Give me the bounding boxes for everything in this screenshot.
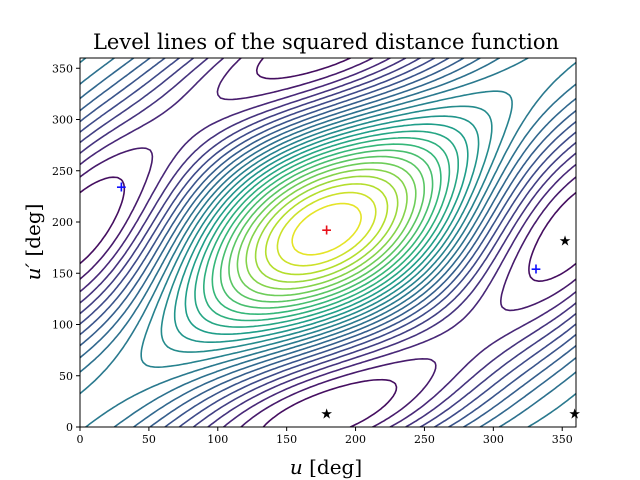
- contour-level: [264, 183, 389, 276]
- contour-level: [245, 168, 408, 290]
- chart-title: Level lines of the squared distance func…: [93, 30, 559, 54]
- contour-level: [80, 58, 576, 427]
- contour-level: [80, 58, 576, 427]
- x-tick-label: 50: [142, 433, 156, 446]
- x-tick-label: 300: [483, 433, 504, 446]
- y-tick-label: 350: [52, 62, 73, 75]
- y-axis-label: u′ [deg]: [21, 204, 45, 281]
- y-tick-label: 250: [52, 165, 73, 178]
- x-tick-label: 250: [414, 433, 435, 446]
- plot-background: [80, 58, 576, 427]
- contour-level: [236, 162, 417, 297]
- contour-level: [291, 202, 362, 256]
- contour-level: [276, 191, 377, 267]
- saddle-marker: +: [115, 180, 127, 196]
- plot-frame: [79, 57, 577, 428]
- minimum-star-marker: ★: [568, 407, 581, 423]
- saddle-marker: +: [530, 262, 542, 278]
- x-tick-label: 150: [276, 433, 297, 446]
- contour-level: [219, 149, 434, 309]
- contour-level: [254, 175, 399, 283]
- y-tick-label: 200: [52, 216, 73, 229]
- contour-level: [211, 143, 442, 315]
- x-tick-label: 200: [345, 433, 366, 446]
- plot-area: + + + ★ ★ ★: [79, 57, 581, 428]
- contour-level: [80, 58, 576, 427]
- x-tick-label: 350: [552, 433, 573, 446]
- contour-level: [184, 123, 469, 335]
- contour-level: [160, 105, 493, 353]
- contour-level: [80, 58, 576, 427]
- x-axis-unit: [deg]: [303, 455, 362, 479]
- contour-lines: [80, 58, 576, 427]
- y-tick-label: 300: [52, 114, 73, 127]
- x-axis-variable: u: [290, 455, 303, 479]
- contour-level: [80, 58, 576, 427]
- contour-level: [80, 58, 576, 427]
- contour-level: [228, 155, 425, 303]
- x-tick-label: 0: [77, 433, 84, 446]
- y-tick-label: 100: [52, 319, 73, 332]
- contour-level: [203, 137, 451, 322]
- y-axis-variable: u′: [21, 263, 45, 281]
- contour-level: [194, 130, 459, 328]
- contour-level: [140, 90, 513, 368]
- y-tick-label: 0: [66, 421, 73, 434]
- minimum-star-marker: ★: [320, 407, 333, 423]
- minimum-star-marker: ★: [559, 233, 572, 249]
- contour-level: [173, 115, 480, 343]
- maximum-marker: +: [321, 223, 333, 239]
- y-tick-label: 150: [52, 267, 73, 280]
- markers: + + + ★ ★ ★: [115, 180, 580, 423]
- x-tick-label: 100: [207, 433, 228, 446]
- x-axis-label: u [deg]: [290, 455, 362, 479]
- y-axis-ticks: 0 50 100 150 200 250 300 350: [52, 62, 80, 434]
- y-tick-label: 50: [59, 370, 73, 383]
- x-axis-ticks: 0 50 100 150 200 250 300 350: [77, 427, 573, 446]
- y-axis-unit: [deg]: [21, 204, 45, 263]
- contour-level: [80, 58, 576, 427]
